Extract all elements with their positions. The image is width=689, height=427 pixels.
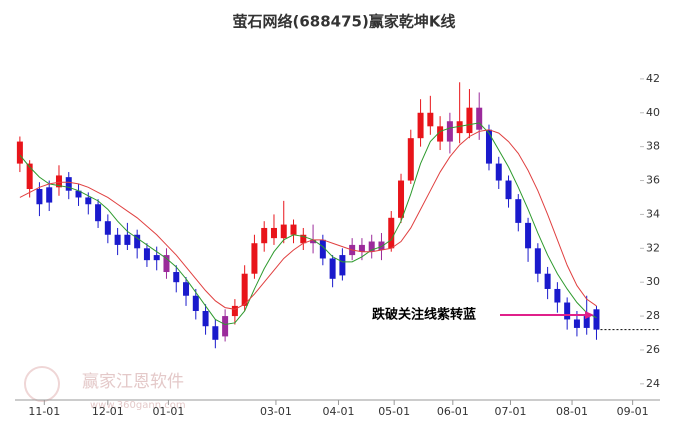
candle-body (466, 107, 473, 134)
candle-body (134, 234, 141, 249)
y-tick-label: 36 (646, 174, 660, 187)
candle-body (456, 121, 463, 134)
candle-body (124, 234, 131, 245)
candle-body (319, 239, 326, 259)
candle-body (593, 309, 600, 330)
candle-body (65, 177, 72, 191)
candle-body (329, 258, 336, 279)
candle-body (573, 319, 580, 328)
candle-body (583, 316, 590, 328)
candle-body (407, 138, 414, 181)
candle-body (485, 129, 492, 164)
candle-body (95, 204, 102, 222)
candle-body (446, 121, 453, 142)
candle-body (183, 282, 190, 296)
watermark-logo (24, 366, 60, 402)
candle-body (46, 187, 53, 203)
x-tick-label: 08-01 (556, 405, 588, 418)
candle-body (310, 239, 317, 244)
candle-body (358, 244, 365, 252)
candle-body (114, 234, 121, 245)
x-tick-label: 09-01 (617, 405, 649, 418)
candle-body (75, 190, 82, 198)
y-tick-label: 40 (646, 106, 660, 119)
moving-average (19, 122, 597, 326)
candle-body (388, 217, 395, 249)
candle-body (339, 255, 346, 276)
candle-body (143, 248, 150, 261)
candle-body (515, 199, 522, 223)
annotation-arrowhead (585, 311, 594, 319)
y-tick-label: 42 (646, 72, 660, 85)
candle-body (251, 243, 258, 274)
candle-body (398, 180, 405, 218)
x-tick-label: 04-01 (322, 405, 354, 418)
candle-body (26, 163, 33, 190)
y-tick-label: 30 (646, 275, 660, 288)
x-tick-label: 07-01 (494, 405, 526, 418)
y-tick-label: 38 (646, 140, 660, 153)
candle-body (505, 180, 512, 200)
y-tick-label: 24 (646, 377, 660, 390)
candle-body (163, 255, 170, 273)
candle-body (378, 241, 385, 250)
candle-body (222, 316, 229, 337)
candle-body (280, 224, 287, 239)
candle-body (437, 126, 444, 142)
x-tick-label: 11-01 (28, 405, 60, 418)
candle-body (417, 112, 424, 139)
candle-body (495, 163, 502, 181)
candle-body (173, 272, 180, 283)
y-tick-label: 26 (646, 343, 660, 356)
x-tick-label: 03-01 (260, 405, 292, 418)
watermark-text: 赢家江恩软件 (82, 372, 184, 392)
candle-body (300, 234, 307, 244)
candle-body (153, 255, 160, 261)
candle-body (241, 273, 248, 306)
candle-body (525, 222, 532, 249)
y-tick-label: 34 (646, 207, 660, 220)
candle-body (476, 107, 483, 130)
x-tick-label: 12-01 (92, 405, 124, 418)
x-tick-label: 06-01 (437, 405, 469, 418)
candle-body (55, 175, 62, 188)
candle-body (36, 189, 43, 205)
candle-body (202, 310, 209, 327)
candle-body (85, 197, 92, 205)
candle-body (192, 295, 199, 311)
candle-body (534, 248, 541, 274)
candle-body (554, 288, 561, 303)
y-tick-label: 28 (646, 309, 660, 322)
candle-body (290, 224, 297, 235)
candle-body (427, 112, 434, 127)
candle-body (231, 305, 238, 317)
x-tick-label: 05-01 (378, 405, 410, 418)
candle-body (212, 326, 219, 340)
x-tick-label: 01-01 (152, 405, 184, 418)
candle-body (261, 227, 268, 244)
candle-body (104, 221, 111, 235)
annotation: 跌破关注线紫转蓝 (372, 307, 476, 323)
candle-body (544, 273, 551, 289)
y-tick-label: 32 (646, 241, 660, 254)
chart-title: 萤石网络(688475)赢家乾坤K线 (233, 13, 456, 31)
candle-body (16, 141, 23, 164)
candle-body (368, 241, 375, 252)
candle-body (564, 302, 571, 320)
watermark-url: www.360gann.com (90, 400, 186, 411)
moving-average (19, 129, 597, 310)
watermark: 赢家江恩软件 www.360gann.com (24, 366, 186, 411)
candle-body (270, 227, 277, 239)
